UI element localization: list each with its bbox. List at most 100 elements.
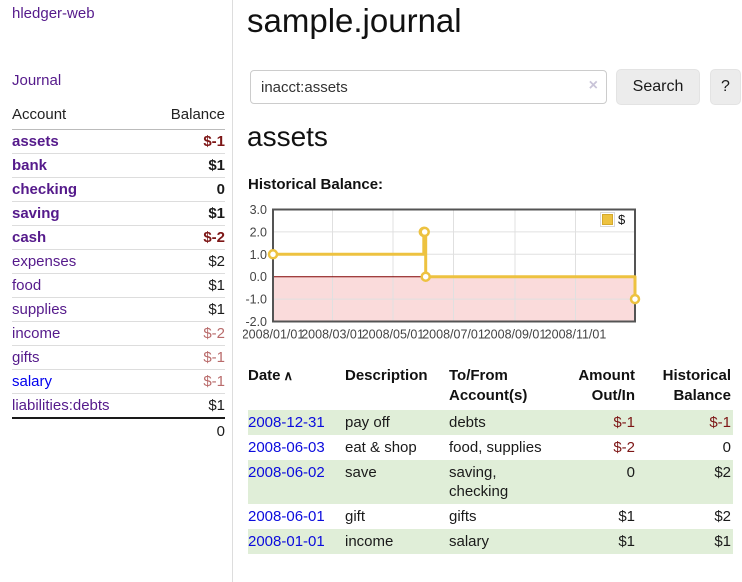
transaction-date-link[interactable]: 2008-06-03 [248,439,325,456]
account-row: expenses $2 [12,249,225,274]
account-balance: $1 [148,153,225,178]
transaction-description: gift [345,508,366,525]
svg-text:2008/01/01: 2008/01/01 [243,328,304,342]
svg-text:2008/09/01: 2008/09/01 [484,328,547,342]
column-header-description: Description [345,367,428,384]
account-balance: 0 [148,177,225,202]
accounts-header-row: Account Balance [12,103,225,130]
chart-plot-area: 3.0 2.0 1.0 0.0 -1.0 -2.0 2008/01/01 2008/03/01… [242,202,643,349]
transaction-amount: $1 [618,533,635,550]
account-balance: $-1 [148,369,225,394]
account-row: liabilities:debts $1 [12,393,225,419]
search-button[interactable]: Search [616,69,700,105]
account-row: food $1 [12,273,225,298]
accounts-col-balance: Balance [148,103,225,130]
svg-text:2008/05/01: 2008/05/01 [362,328,425,342]
transactions-table: Date ∧ Description To/From Account(s) Amo… [248,362,733,554]
account-row: checking 0 [12,177,225,202]
account-link-income[interactable]: income [12,325,61,342]
svg-text:2008/11/01: 2008/11/01 [545,328,607,342]
account-row: gifts $-1 [12,345,225,370]
transaction-amount: $1 [618,508,635,525]
transaction-description: eat & shop [345,439,417,456]
account-link-gifts[interactable]: gifts [12,349,40,366]
transaction-row: 2008-06-03 eat & shop food, supplies $-2… [248,435,733,460]
sidebar-divider [232,0,233,582]
transaction-amount: 0 [626,464,635,481]
accounts-balance-table: Account Balance assets $-1 bank $1 check… [12,103,225,444]
transaction-account: food, supplies [449,439,542,456]
transaction-description: pay off [345,414,390,431]
transaction-account: salary [449,533,490,550]
transaction-date-link[interactable]: 2008-06-02 [248,464,325,481]
account-row: assets $-1 [12,129,225,154]
column-header-account: To/From Account(s) [449,367,528,404]
account-link-checking[interactable]: checking [12,181,78,198]
svg-text:3.0: 3.0 [250,203,267,217]
help-button[interactable]: ? [710,69,741,105]
transaction-date-link[interactable]: 2008-01-01 [248,533,325,550]
account-link-assets[interactable]: assets [12,133,59,150]
transaction-row: 2008-06-02 save saving, checking 0 $2 [248,460,733,504]
search-form: × [250,70,607,104]
svg-text:-2.0: -2.0 [245,315,267,329]
svg-text:1.0: 1.0 [250,248,267,262]
account-balance: $1 [148,393,225,419]
transaction-date-link[interactable]: 2008-06-01 [248,508,325,525]
svg-text:-1.0: -1.0 [245,293,267,307]
svg-text:2008/07/01: 2008/07/01 [422,328,485,342]
transaction-row: 2008-06-01 gift gifts $1 $2 [248,504,733,529]
account-row: bank $1 [12,153,225,178]
transactions-header-row: Date ∧ Description To/From Account(s) Amo… [248,362,733,410]
transaction-amount: $-1 [613,414,635,431]
transaction-description: income [345,533,394,550]
sidebar-item-journal[interactable]: Journal [12,72,62,89]
account-balance: $-1 [148,345,225,370]
account-row: supplies $1 [12,297,225,322]
transaction-account: gifts [449,508,477,525]
account-link-saving[interactable]: saving [12,205,60,222]
transaction-description: save [345,464,377,481]
account-balance: $-1 [148,129,225,154]
accounts-total-row: 0 [12,417,225,444]
app-brand-link[interactable]: hledger-web [12,5,95,22]
column-header-amount: Amount Out/In [578,367,635,404]
account-link-supplies[interactable]: supplies [12,301,68,318]
svg-text:2008/03/01: 2008/03/01 [301,328,364,342]
chart-title: Historical Balance: [248,176,384,193]
account-balance: $1 [148,201,225,226]
account-balance: $2 [148,249,225,274]
transaction-balance: 0 [722,439,731,456]
transaction-date-link[interactable]: 2008-12-31 [248,414,325,431]
account-row: saving $1 [12,201,225,226]
svg-text:0.0: 0.0 [250,270,267,284]
transaction-balance: $2 [714,464,731,481]
transaction-amount: $-2 [613,439,635,456]
account-link-expenses[interactable]: expenses [12,253,77,270]
legend-swatch-icon [600,212,615,227]
page-title: sample.journal [247,2,462,39]
search-input[interactable] [250,70,607,104]
account-link-food[interactable]: food [12,277,42,294]
account-balance: $1 [148,273,225,298]
column-header-date[interactable]: Date ∧ [248,367,294,384]
account-row: income $-2 [12,321,225,346]
account-link-salary[interactable]: salary [12,373,53,390]
account-link-bank[interactable]: bank [12,157,48,174]
clear-search-icon[interactable]: × [588,77,598,94]
transaction-row: 2008-12-31 pay off debts $-1 $-1 [248,410,733,435]
accounts-total-value: 0 [148,417,225,444]
legend-label: $ [618,212,626,227]
account-row: salary $-1 [12,369,225,394]
transaction-row: 2008-01-01 income salary $1 $1 [248,529,733,554]
chart-legend: $ [598,211,628,228]
account-balance: $1 [148,297,225,322]
transaction-balance: $1 [714,533,731,550]
column-header-balance: Historical Balance [662,367,731,404]
account-row: cash $-2 [12,225,225,250]
transaction-balance: $-1 [709,414,731,431]
account-link-liabilities-debts[interactable]: liabilities:debts [12,397,110,414]
historical-balance-chart: 3.0 2.0 1.0 0.0 -1.0 -2.0 2008/01/01 2008/03/01… [242,202,643,349]
account-link-cash[interactable]: cash [12,229,47,246]
transaction-account: debts [449,414,486,431]
